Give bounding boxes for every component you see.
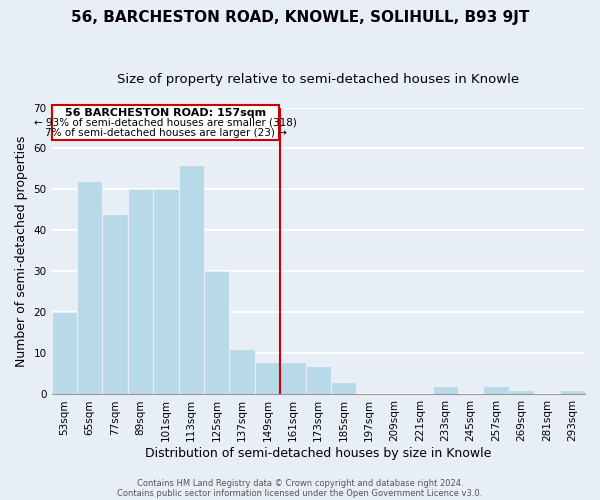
Bar xyxy=(153,190,179,394)
Bar xyxy=(179,165,204,394)
Y-axis label: Number of semi-detached properties: Number of semi-detached properties xyxy=(15,136,28,366)
Bar xyxy=(204,272,229,394)
Bar xyxy=(560,390,585,394)
Bar xyxy=(331,382,356,394)
Bar xyxy=(433,386,458,394)
Bar xyxy=(128,190,153,394)
FancyBboxPatch shape xyxy=(52,106,279,140)
Text: Contains public sector information licensed under the Open Government Licence v3: Contains public sector information licen… xyxy=(118,488,482,498)
Bar xyxy=(52,312,77,394)
Text: ← 93% of semi-detached houses are smaller (318): ← 93% of semi-detached houses are smalle… xyxy=(34,118,297,128)
Bar xyxy=(484,386,509,394)
X-axis label: Distribution of semi-detached houses by size in Knowle: Distribution of semi-detached houses by … xyxy=(145,447,491,460)
Bar xyxy=(305,366,331,394)
Bar xyxy=(229,350,255,395)
Bar xyxy=(509,390,534,394)
Text: 56, BARCHESTON ROAD, KNOWLE, SOLIHULL, B93 9JT: 56, BARCHESTON ROAD, KNOWLE, SOLIHULL, B… xyxy=(71,10,529,25)
Text: 7% of semi-detached houses are larger (23) →: 7% of semi-detached houses are larger (2… xyxy=(44,128,286,138)
Bar xyxy=(77,182,103,394)
Bar xyxy=(255,362,280,394)
Title: Size of property relative to semi-detached houses in Knowle: Size of property relative to semi-detach… xyxy=(117,72,520,86)
Bar xyxy=(280,362,305,394)
Text: Contains HM Land Registry data © Crown copyright and database right 2024.: Contains HM Land Registry data © Crown c… xyxy=(137,478,463,488)
Bar xyxy=(103,214,128,394)
Text: 56 BARCHESTON ROAD: 157sqm: 56 BARCHESTON ROAD: 157sqm xyxy=(65,108,266,118)
